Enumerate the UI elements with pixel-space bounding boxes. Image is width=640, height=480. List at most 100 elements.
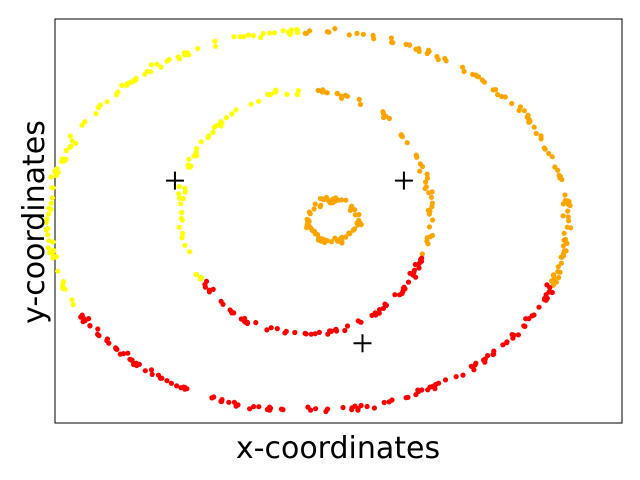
scatter-point — [415, 387, 421, 393]
scatter-point — [46, 211, 52, 217]
scatter-point — [256, 404, 262, 410]
scatter-point — [67, 144, 73, 150]
scatter-point — [253, 320, 259, 326]
scatter-point — [46, 238, 52, 244]
y-axis-label: y-coordinates — [17, 120, 52, 324]
scatter-point — [531, 312, 537, 318]
scatter-point — [356, 96, 362, 102]
scatter-point — [338, 93, 344, 99]
scatter-point — [383, 113, 389, 119]
scatter-point — [69, 297, 75, 303]
scatter-point — [566, 218, 572, 224]
scatter-point — [48, 174, 54, 180]
scatter-point — [547, 289, 553, 295]
scatter-point — [178, 210, 184, 216]
scatter-point — [560, 243, 567, 249]
scatter-point — [533, 130, 539, 136]
scatter-point — [264, 327, 270, 333]
scatter-point — [237, 34, 243, 40]
scatter-point — [312, 331, 318, 337]
scatter-point — [218, 298, 224, 304]
scatter-point — [308, 407, 314, 413]
scatter-point — [268, 325, 274, 331]
scatter-point — [306, 218, 312, 225]
scatter-point — [358, 402, 364, 409]
scatter-point — [307, 211, 313, 217]
scatter-point — [479, 77, 485, 83]
scatter-point — [303, 331, 309, 337]
scatter-point — [412, 261, 418, 268]
scatter-point — [219, 398, 225, 405]
scatter-point — [552, 164, 558, 170]
scatter-point — [364, 403, 370, 410]
scatter-point — [267, 30, 273, 36]
scatter-point — [370, 32, 376, 39]
scatter-point — [260, 30, 266, 37]
scatter-point — [509, 100, 515, 107]
scatter-point — [354, 220, 360, 227]
scatter-point — [242, 315, 248, 322]
scatter-point — [177, 195, 183, 201]
scatter-point — [55, 268, 61, 274]
scatter-point — [325, 331, 331, 337]
scatter-point — [335, 238, 341, 244]
scatter-point — [264, 406, 270, 413]
centroid-marker — [394, 171, 413, 190]
scatter-point — [424, 175, 431, 181]
scatter-point — [426, 47, 432, 53]
scatter-point — [546, 150, 552, 157]
scatter-point — [193, 271, 200, 278]
scatter-point — [324, 406, 331, 412]
scatter-point — [403, 41, 409, 48]
plot-area — [54, 18, 623, 424]
scatter-point — [565, 208, 571, 214]
scatter-point — [334, 90, 341, 96]
scatter-point — [443, 58, 449, 64]
scatter-point — [164, 378, 170, 384]
scatter-point — [311, 206, 317, 212]
scatter-point — [419, 163, 426, 170]
scatter-point — [288, 29, 294, 35]
scatter-point — [191, 153, 197, 159]
scatter-point — [210, 129, 216, 135]
scatter-point — [549, 154, 555, 160]
scatter-point — [159, 375, 165, 381]
scatter-point — [332, 26, 338, 32]
scatter-point — [556, 274, 562, 281]
scatter-point — [565, 214, 571, 220]
scatter-point — [339, 238, 345, 244]
scatter-point — [55, 169, 61, 175]
scatter-point — [555, 264, 561, 270]
scatter-point — [342, 327, 348, 334]
scatter-point — [186, 156, 192, 162]
scatter-point — [241, 33, 247, 40]
scatter-point — [499, 93, 505, 100]
scatter-point — [280, 28, 286, 34]
scatter-point — [307, 28, 313, 34]
scatter-point — [405, 279, 412, 285]
scatter-point — [186, 52, 192, 58]
scatter-point — [430, 217, 436, 223]
scatter-point — [434, 53, 440, 60]
scatter-point — [355, 407, 361, 413]
scatter-point — [414, 154, 420, 160]
scatter-point — [543, 297, 549, 303]
scatter-point — [149, 371, 155, 377]
scatter-point — [142, 368, 148, 374]
scatter-point — [80, 319, 86, 325]
scatter-point — [425, 241, 431, 247]
scatter-point — [413, 46, 419, 52]
scatter-point — [235, 402, 241, 408]
scatter-point — [352, 226, 358, 232]
scatter-point — [352, 207, 358, 213]
scatter-point — [119, 82, 125, 88]
scatter-point — [82, 119, 88, 125]
scatter-point — [459, 64, 466, 70]
scatter-point — [422, 185, 428, 192]
scatter-point — [284, 91, 290, 97]
scatter-point — [564, 198, 571, 204]
scatter-point — [182, 386, 188, 392]
scatter-point — [248, 101, 254, 107]
scatter-point — [130, 361, 137, 368]
scatter-point — [231, 399, 237, 405]
